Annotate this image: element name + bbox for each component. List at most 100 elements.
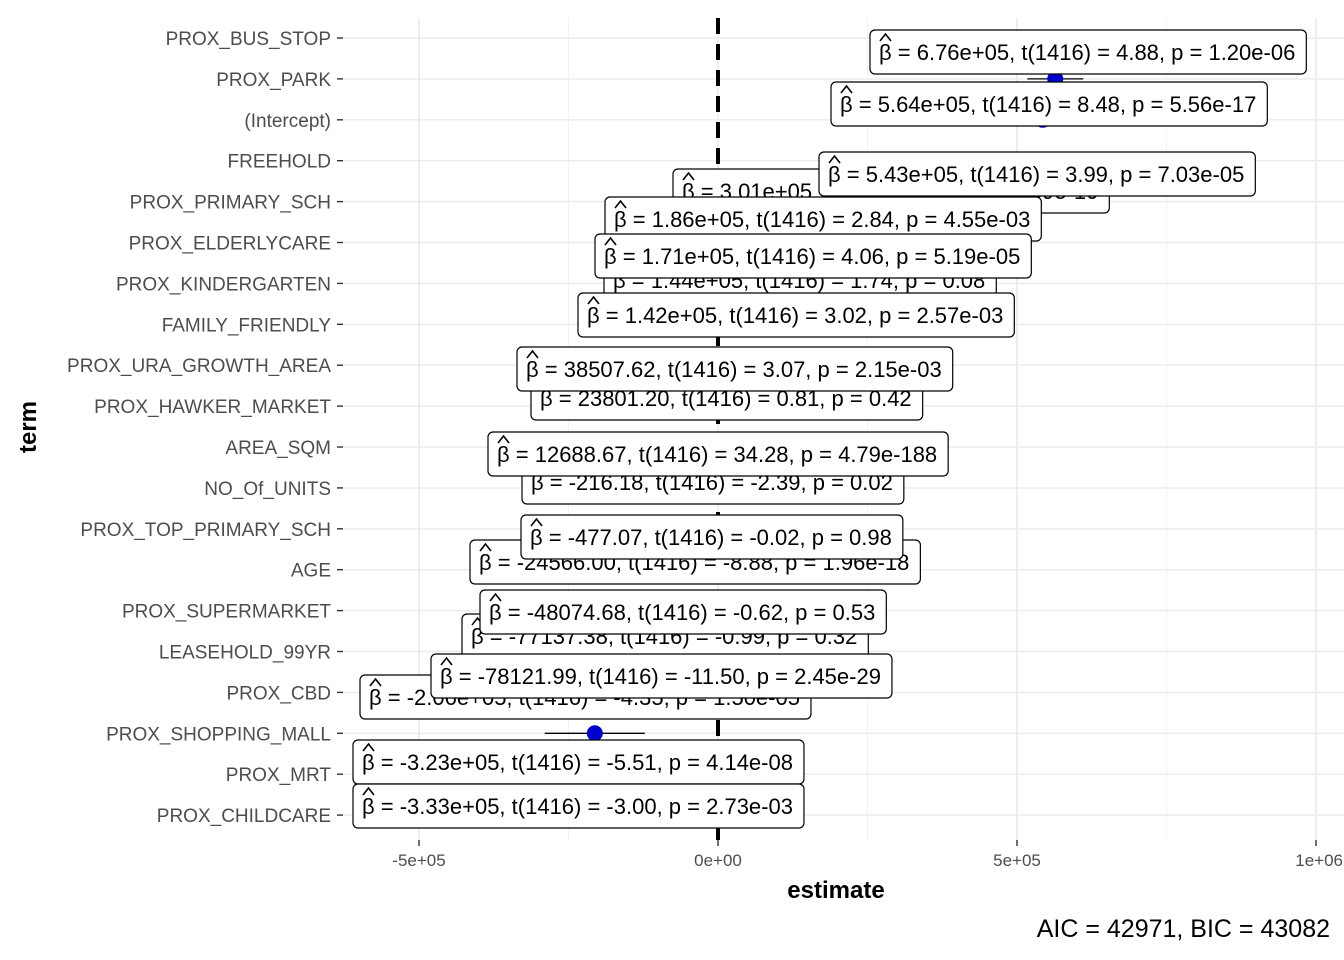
hat-icon (440, 656, 453, 666)
y-axis-title: term (15, 401, 42, 453)
y-tick-label: PROX_SHOPPING_MALL (106, 724, 331, 745)
label-text: β = -477.07, t(1416) = -0.02, p = 0.98 (530, 525, 892, 550)
x-tick-label: 0e+00 (694, 851, 742, 870)
x-tick-label: -5e+05 (392, 851, 445, 870)
label-text: β = 5.64e+05, t(1416) = 8.48, p = 5.56e-… (840, 92, 1256, 117)
label-box (830, 81, 1268, 127)
beta-hat-symbol: β (604, 244, 617, 269)
coefficient-label: β = 6.76e+05, t(1416) = 4.88, p = 1.20e-… (869, 29, 1307, 75)
hat-icon (362, 742, 375, 752)
coefficient-label: β = -3.23e+05, t(1416) = -5.51, p = 4.14… (352, 739, 805, 785)
beta-hat-symbol: β (526, 357, 539, 382)
coefficient-label: β = -48074.68, t(1416) = -0.62, p = 0.53 (479, 589, 887, 635)
y-tick-label: PROX_SUPERMARKET (122, 602, 331, 623)
y-tick-label: PROX_KINDERGARTEN (116, 274, 331, 295)
x-tick-label: 1e+06 (1295, 851, 1343, 870)
model-fit-caption: AIC = 42971, BIC = 43082 (1037, 915, 1330, 943)
label-text: β = -48074.68, t(1416) = -0.62, p = 0.53 (489, 600, 875, 625)
label-box (577, 292, 1015, 338)
coefficient-label: β = 5.43e+05, t(1416) = 3.99, p = 7.03e-… (818, 151, 1256, 197)
beta-hat-symbol: β (840, 92, 853, 117)
y-tick-label: PROX_TOP_PRIMARY_SCH (80, 520, 331, 541)
beta-hat-symbol: β (369, 685, 382, 710)
y-tick-label: AREA_SQM (225, 438, 331, 459)
y-tick-label: PROX_URA_GROWTH_AREA (67, 356, 331, 377)
y-tick-label: AGE (291, 561, 331, 582)
hat-icon (587, 295, 600, 305)
label-text: β = -78121.99, t(1416) = -11.50, p = 2.4… (440, 664, 881, 689)
y-tick-label: (Intercept) (244, 111, 331, 132)
y-tick-label: PROX_PRIMARY_SCH (130, 193, 331, 214)
beta-hat-symbol: β (828, 162, 841, 187)
hat-icon (530, 517, 543, 527)
y-tick-label: PROX_CHILDCARE (157, 806, 331, 827)
beta-hat-symbol: β (614, 207, 627, 232)
label-text: β = 12688.67, t(1416) = 34.28, p = 4.79e… (497, 442, 937, 467)
coefficient-label: β = 12688.67, t(1416) = 34.28, p = 4.79e… (487, 431, 949, 477)
hat-icon (879, 32, 892, 42)
coefficient-label: β = 38507.62, t(1416) = 3.07, p = 2.15e-… (516, 346, 954, 392)
x-axis-ticks: -5e+05 0e+00 5e+05 1e+06 (392, 840, 1343, 870)
beta-hat-symbol: β (497, 442, 510, 467)
estimate-point (586, 725, 603, 742)
label-box (520, 514, 904, 560)
label-box (430, 653, 893, 699)
y-tick-label: PROX_PARK (216, 70, 331, 91)
beta-hat-symbol: β (362, 750, 375, 775)
label-text: β = -3.33e+05, t(1416) = -3.00, p = 2.73… (362, 794, 793, 819)
beta-hat-symbol: β (879, 40, 892, 65)
coefficient-labels: β = 6.76e+05, t(1416) = 4.88, p = 1.20e-… (352, 29, 1307, 829)
label-box (594, 233, 1032, 279)
hat-icon (369, 677, 382, 687)
label-text: β = 1.86e+05, t(1416) = 2.84, p = 4.55e-… (614, 207, 1030, 232)
beta-hat-symbol: β (587, 303, 600, 328)
y-tick-label: NO_Of_UNITS (204, 479, 331, 500)
beta-hat-symbol: β (540, 386, 553, 411)
y-tick-label: PROX_ELDERLYCARE (129, 234, 331, 255)
label-text: β = 5.43e+05, t(1416) = 3.99, p = 7.03e-… (828, 162, 1244, 187)
beta-hat-symbol: β (489, 600, 502, 625)
coefficient-label: β = -78121.99, t(1416) = -11.50, p = 2.4… (430, 653, 893, 699)
label-box (818, 151, 1256, 197)
y-tick-label: LEASEHOLD_99YR (159, 643, 331, 664)
hat-icon (828, 154, 841, 164)
y-axis-ticks: PROX_BUS_STOP PROX_PARK (Intercept) FREEHOL… (67, 29, 343, 827)
coefficient-label: β = 1.42e+05, t(1416) = 3.02, p = 2.57e-… (577, 292, 1015, 338)
label-text: β = 1.42e+05, t(1416) = 3.02, p = 2.57e-… (587, 303, 1003, 328)
hat-icon (526, 349, 539, 359)
coefficient-label: β = 1.86e+05, t(1416) = 2.84, p = 4.55e-… (604, 196, 1042, 242)
hat-icon (479, 542, 492, 552)
label-text: β = 38507.62, t(1416) = 3.07, p = 2.15e-… (526, 357, 942, 382)
y-tick-label: FAMILY_FRIENDLY (162, 315, 332, 336)
label-box (487, 431, 949, 477)
label-text: β = -3.23e+05, t(1416) = -5.51, p = 4.14… (362, 750, 793, 775)
y-tick-label: PROX_BUS_STOP (166, 29, 331, 50)
hat-icon (604, 236, 617, 246)
y-tick-label: PROX_HAWKER_MARKET (94, 397, 331, 418)
y-tick-label: FREEHOLD (228, 152, 331, 173)
coefficient-label: β = -477.07, t(1416) = -0.02, p = 0.98 (520, 514, 904, 560)
x-axis-title: estimate (787, 877, 884, 904)
label-text: β = 1.71e+05, t(1416) = 4.06, p = 5.19e-… (604, 244, 1020, 269)
y-tick-label: PROX_MRT (226, 765, 332, 786)
hat-icon (362, 786, 375, 796)
beta-hat-symbol: β (479, 550, 492, 575)
label-text: β = 6.76e+05, t(1416) = 4.88, p = 1.20e-… (879, 40, 1295, 65)
label-box (479, 589, 887, 635)
hat-icon (497, 434, 510, 444)
coefficient-label: β = 5.64e+05, t(1416) = 8.48, p = 5.56e-… (830, 81, 1268, 127)
label-box (869, 29, 1307, 75)
label-box (516, 346, 954, 392)
hat-icon (489, 592, 502, 602)
coefficient-label: β = 1.71e+05, t(1416) = 4.06, p = 5.19e-… (594, 233, 1032, 279)
hat-icon (840, 84, 853, 94)
label-box (352, 783, 805, 829)
beta-hat-symbol: β (530, 525, 543, 550)
beta-hat-symbol: β (440, 664, 453, 689)
coefficient-label: β = -3.33e+05, t(1416) = -3.00, p = 2.73… (352, 783, 805, 829)
beta-hat-symbol: β (362, 794, 375, 819)
y-tick-label: PROX_CBD (226, 683, 331, 704)
hat-icon (682, 171, 695, 181)
x-tick-label: 5e+05 (993, 851, 1041, 870)
